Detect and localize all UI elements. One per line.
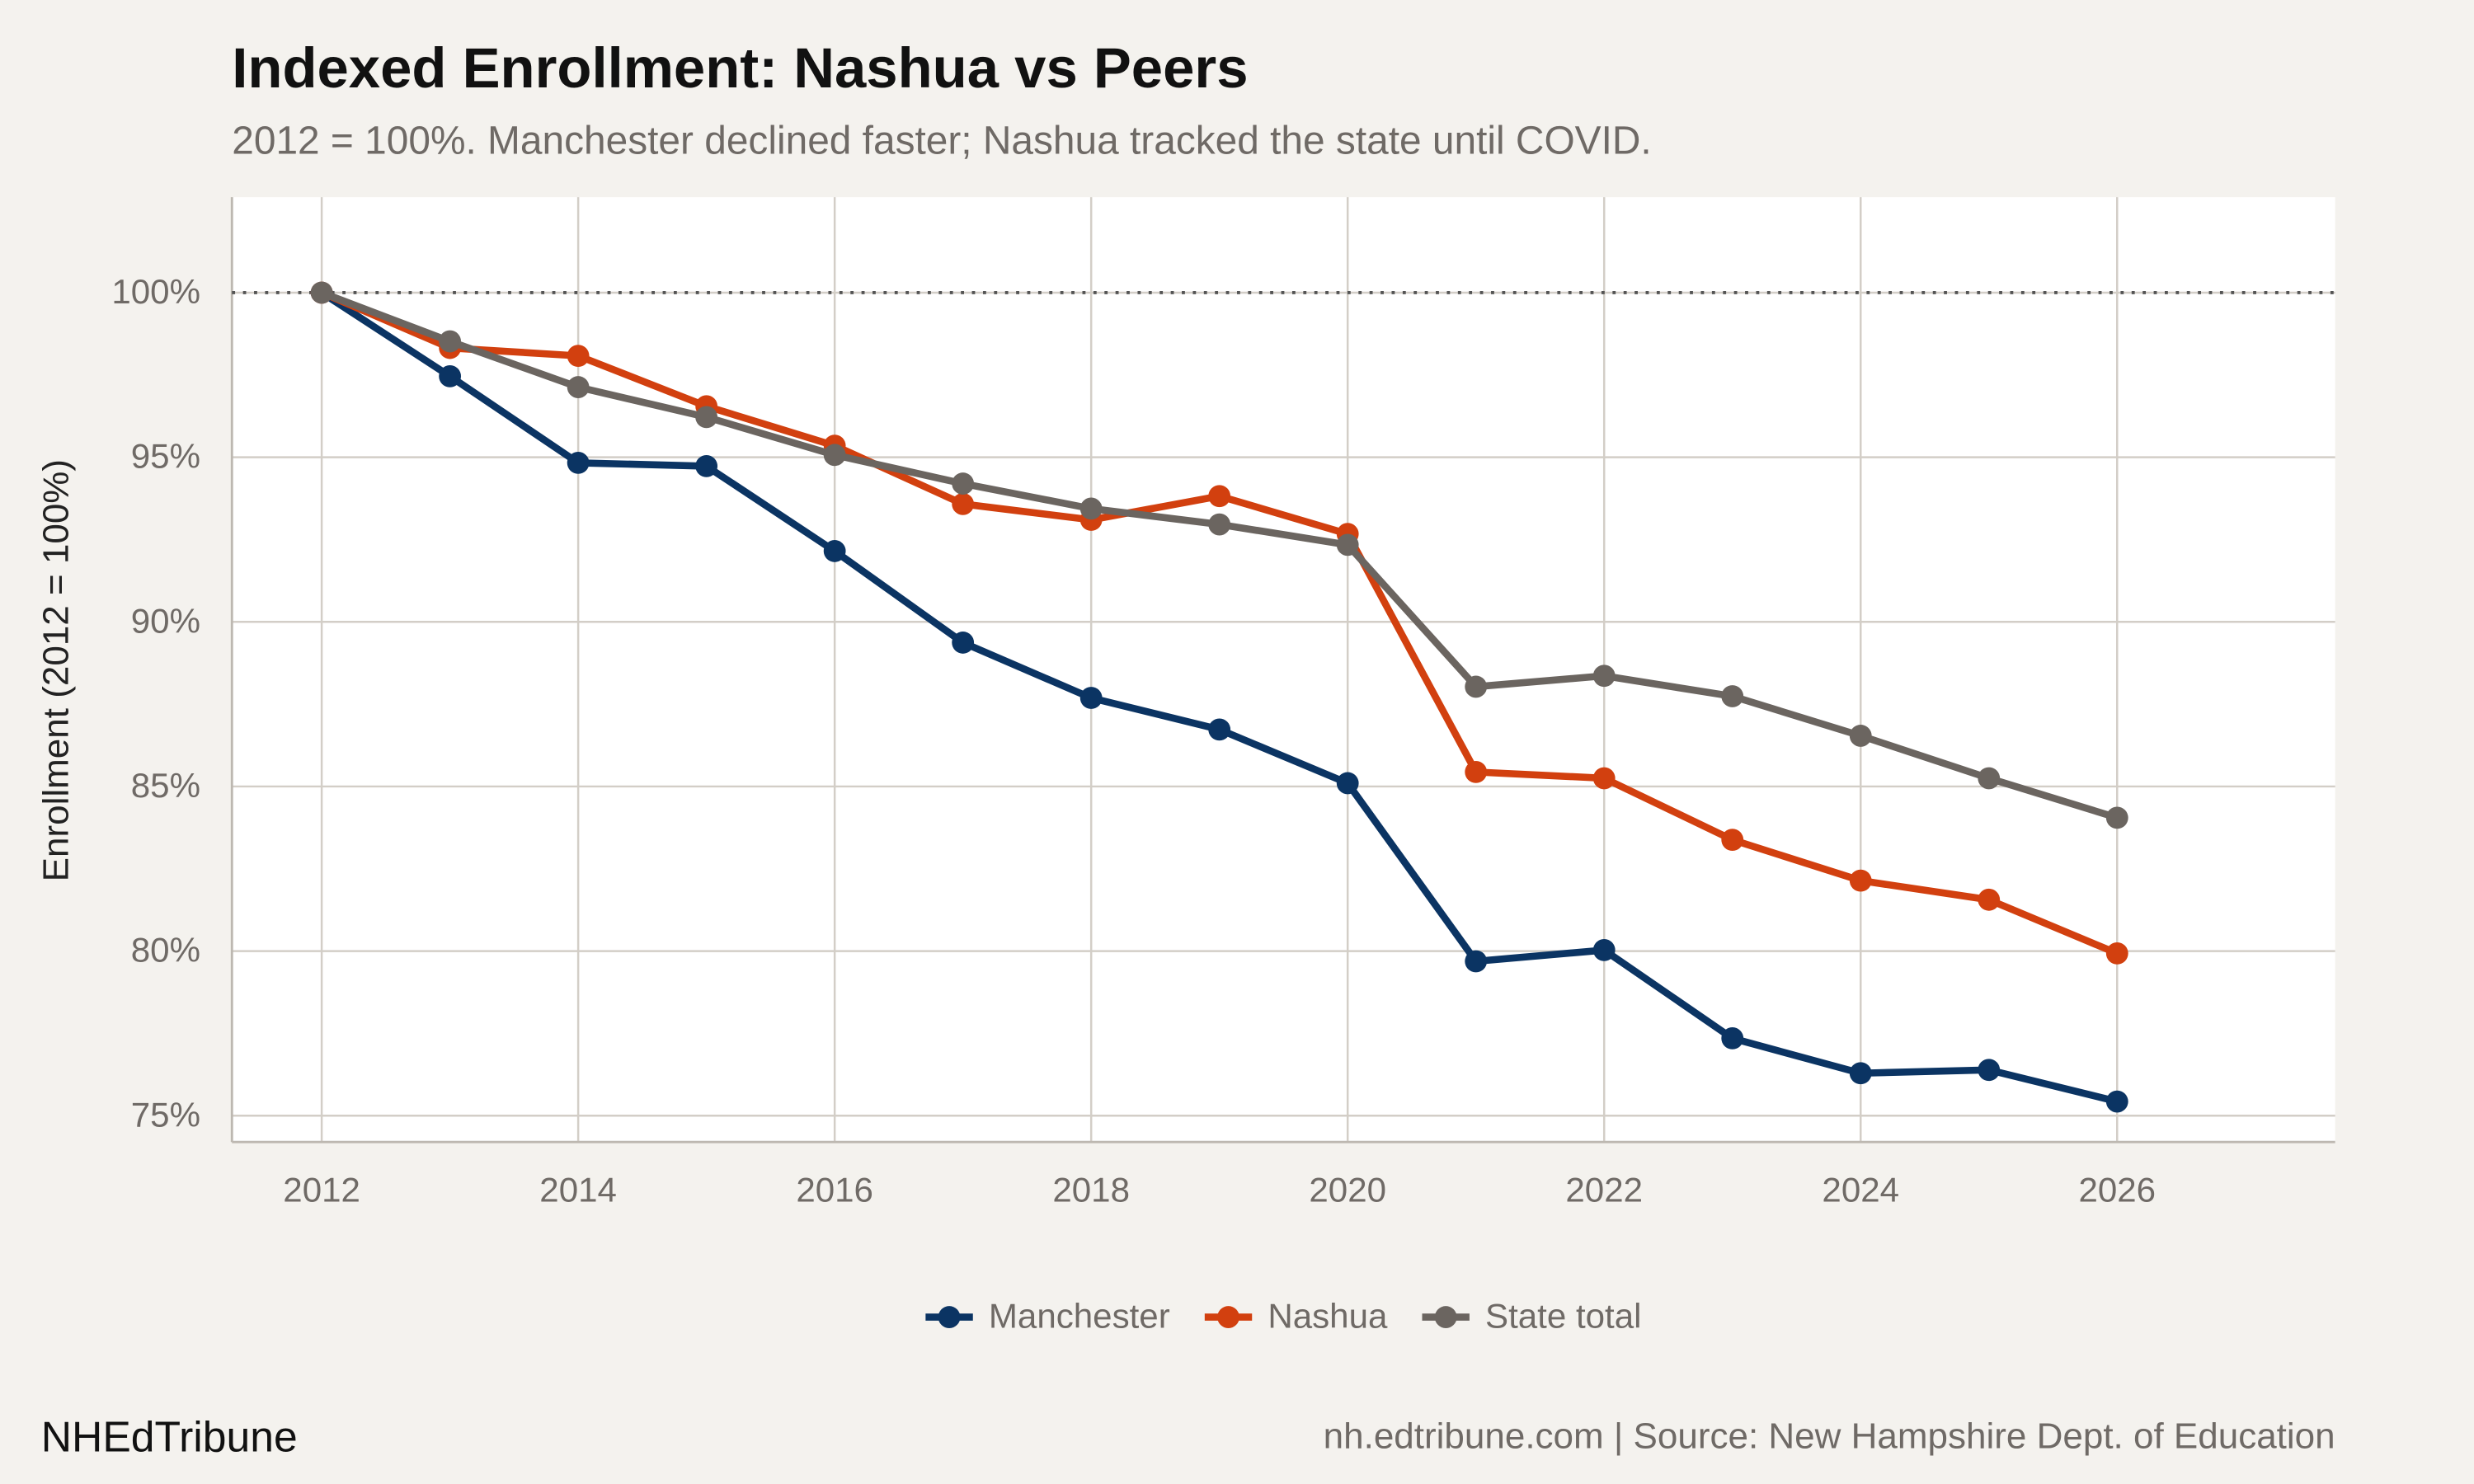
data-point [1336,533,1359,556]
data-point [1592,767,1616,790]
data-point [1465,760,1488,783]
plot-panel [232,197,2335,1143]
data-point [695,406,718,429]
y-tick-label: 90% [131,601,200,640]
data-point [1721,685,1744,707]
data-point [1079,497,1103,520]
y-tick-label: 80% [131,931,200,970]
data-point [1849,725,1872,747]
legend-key-dot [1217,1306,1239,1328]
legend: Manchester Nashua State total [925,1297,1642,1336]
x-tick-label: 2020 [1309,1171,1386,1209]
y-tick-label: 100% [111,272,200,311]
x-tick-label: 2024 [1822,1171,1899,1209]
data-point [567,452,590,474]
legend-label: State total [1485,1297,1641,1336]
data-point [2105,806,2128,829]
legend-item: Manchester [925,1297,1170,1336]
data-point [823,444,846,467]
legend-item: State total [1422,1297,1642,1336]
data-point [1978,888,2001,911]
data-point [695,455,718,477]
data-point [1208,485,1231,508]
legend-key-dot [1434,1306,1457,1328]
data-point [1465,950,1488,973]
brand: NHEdTribune [41,1412,298,1460]
data-point [1208,718,1231,741]
data-point [952,472,975,495]
x-tick-label: 2014 [539,1171,617,1209]
data-point [439,330,462,353]
lines [310,281,2128,1113]
legend-label: Nashua [1268,1297,1388,1336]
y-tick-label: 85% [131,766,200,805]
y-tick-label: 95% [131,437,200,476]
x-tick-label: 2012 [283,1171,360,1209]
y-tick-label: 75% [131,1095,200,1134]
data-point [1978,1059,2001,1082]
data-point [1465,675,1488,698]
x-tick-label: 2016 [796,1171,873,1209]
data-point [567,376,590,398]
x-tick-label: 2022 [1565,1171,1643,1209]
legend-item: Nashua [1204,1297,1388,1336]
data-point [1849,1062,1872,1085]
data-point [1336,772,1359,795]
data-point [1592,939,1616,961]
legend-label: Manchester [989,1297,1170,1336]
data-point [1721,829,1744,852]
data-point [1208,513,1231,536]
chart-title: Indexed Enrollment: Nashua vs Peers [232,36,1248,100]
data-point [439,364,462,387]
y-axis-label: Enrollment (2012 = 100%) [35,459,76,881]
data-point [1079,687,1103,709]
legend-key-dot [938,1306,961,1328]
data-point [310,281,333,304]
data-point [2105,942,2128,965]
grid: 75% 80% 85% 90% 95% 100% 2012 2014 2016 2018 2020 2… [111,197,2335,1209]
data-point [2105,1090,2128,1113]
data-point [1592,665,1616,688]
caption: nh.edtribune.com | Source: New Hampshire… [1324,1416,2335,1457]
data-point [567,345,590,368]
chart-subtitle: 2012 = 100%. Manchester declined faster;… [232,120,1651,163]
data-point [952,632,975,654]
data-point [1849,869,1872,892]
x-tick-label: 2018 [1052,1171,1130,1209]
data-point [952,492,975,515]
x-tick-label: 2026 [2078,1171,2156,1209]
data-point [1978,767,2001,790]
data-point [1721,1027,1744,1050]
data-point [823,540,846,562]
